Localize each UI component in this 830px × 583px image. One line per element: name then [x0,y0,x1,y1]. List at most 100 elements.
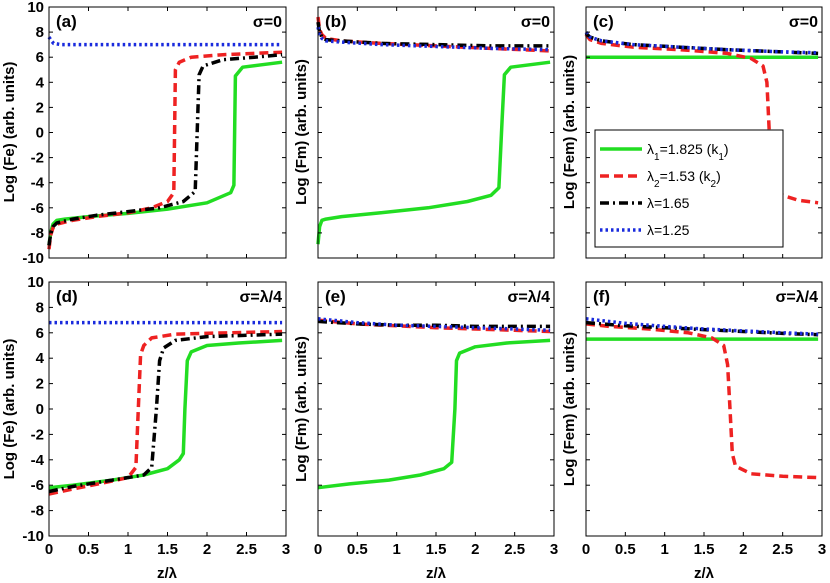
panel-b-tag: (b) [325,12,347,31]
panel-f-frame [585,281,823,537]
legend-label-2: λ2=1.53 (k2) [647,168,721,190]
x-tick-label: 1 [124,541,132,558]
panel-e-series-4 [317,317,551,333]
y-tick-label: 6 [36,49,44,66]
panel-f-series-4 [585,317,819,336]
y-tick-label: -10 [22,528,44,545]
panel-e-y-axis-label: Log (Fm) (arb. units) [293,336,310,482]
panel-f-curves [585,317,819,480]
panel-b-y-axis-label: Log (Fm) (arb. units) [293,59,310,205]
panel-e-tag: (e) [325,287,346,306]
x-axis-label-d: z/λ [157,565,178,582]
y-tick-label: 4 [36,350,45,367]
y-tick-label: -8 [31,225,44,242]
legend-label-1: λ1=1.825 (k1) [647,141,729,163]
x-tick-label: 1 [660,541,668,558]
panel-a-tag: (a) [56,12,77,31]
x-tick-label: 1 [392,541,400,558]
y-tick-label: 8 [36,24,44,41]
panel-a-sigma-label: σ=0 [253,14,282,31]
x-tick-label: 3 [818,541,826,558]
x-tick-label: 0.5 [347,541,368,558]
panel-a-curves [47,36,283,250]
y-tick-label: -4 [31,175,45,192]
y-tick-label: 0 [36,125,44,142]
x-tick-label: 2 [739,541,747,558]
legend-label-3: λ=1.65 [647,195,690,211]
x-tick-label: 0 [582,541,590,558]
y-tick-label: 4 [36,74,45,91]
panel-e-ticks: 0 0.5 1 1.5 2 2.5 3 [314,281,558,558]
panel-d-y-axis-label: Log (Fe) (arb. units) [1,339,18,480]
x-tick-label: 0 [314,541,322,558]
panel-a: -10 -8 -6 -4 -2 0 2 4 6 8 10 (a) σ=0 Log (Fe) (arb… [1,0,287,267]
y-tick-label: -2 [31,150,44,167]
x-axis-label-f: z/λ [694,565,715,582]
panel-e: 0 0.5 1 1.5 2 2.5 3 (e) σ=λ/4 Log (Fm) (arb. u… [293,281,558,558]
panel-d-series-3 [48,332,283,494]
panel-b-series-2 [316,16,551,53]
y-tick-label: 2 [36,376,44,393]
panel-f-series-3 [585,320,819,337]
y-tick-label: 2 [36,99,44,116]
panel-c-ticks [585,6,823,259]
y-tick-label: 10 [27,0,44,16]
panel-a-y-axis-label: Log (Fe) (arb. units) [1,62,18,203]
y-tick-label: 8 [36,299,44,316]
panel-c-tag: (c) [593,12,614,31]
panel-f-ticks: 0 0.5 1 1.5 2 2.5 3 [582,281,826,558]
panel-a-ticks: -10 -8 -6 -4 -2 0 2 4 6 8 10 [22,0,287,267]
panel-f-sigma-label: σ=λ/4 [775,289,818,306]
x-tick-label: 1.5 [694,541,715,558]
panel-c-sigma-label: σ=0 [789,14,818,31]
panel-d-frame [48,281,287,537]
panel-d-tag: (d) [56,287,78,306]
panel-f: 0 0.5 1 1.5 2 2.5 3 (f) σ=λ/4 Log (Fem) (arb. … [561,281,826,558]
panel-b-ticks [317,6,555,259]
x-tick-label: 2.5 [504,541,525,558]
panel-b-series-1 [316,60,551,245]
y-tick-label: 10 [27,274,44,291]
panel-c-series-3 [584,32,819,56]
x-tick-label: 0.5 [78,541,99,558]
legend: λ1=1.825 (k1) λ2=1.53 (k2) λ=1.65 λ=1.25 [594,129,784,248]
panel-b-curves [316,16,551,245]
y-tick-label: -8 [31,503,44,520]
y-tick-label: -6 [31,477,44,494]
panel-e-frame [317,281,555,537]
x-tick-label: 2 [471,541,479,558]
panel-b-sigma-label: σ=0 [521,14,550,31]
panel-f-y-axis-label: Log (Fem) (arb. units) [561,332,578,486]
y-tick-label: -4 [31,452,45,469]
x-tick-label: 1.5 [426,541,447,558]
panel-a-series-2 [47,50,283,250]
y-tick-label: -2 [31,426,44,443]
panel-f-series-2 [585,322,819,480]
panel-a-series-4 [47,36,283,47]
legend-label-4: λ=1.25 [647,222,690,238]
x-tick-label: 3 [550,541,558,558]
panel-d-series-1 [48,338,283,490]
panel-d: 0 0.5 1 1.5 2 2.5 3 -10 -8 -6 -4 -2 0 2 4 6 8 10 (d) σ=λ/… [1,274,290,558]
y-tick-label: 6 [36,325,44,342]
panel-f-tag: (f) [593,287,610,306]
panel-e-curves [317,317,551,490]
x-tick-label: 0.5 [615,541,636,558]
x-tick-label: 2.5 [236,541,257,558]
panel-a-series-3 [47,52,283,246]
panel-d-sigma-label: σ=λ/4 [239,289,282,306]
panel-e-sigma-label: σ=λ/4 [507,289,550,306]
panel-e-series-1 [317,338,551,490]
y-tick-label: 0 [36,401,44,418]
panel-d-curves [48,320,283,496]
panel-c-y-axis-label: Log (Fem) (arb. units) [561,55,578,209]
x-tick-label: 2 [203,541,211,558]
x-tick-label: 1.5 [157,541,178,558]
legend-entries: λ1=1.825 (k1) λ2=1.53 (k2) λ=1.65 λ=1.25 [600,141,729,238]
panel-a-series-1 [47,60,283,246]
x-tick-label: 3 [282,541,290,558]
y-tick-label: -6 [31,200,44,217]
panel-e-series-2 [317,318,551,334]
x-tick-label: 2.5 [772,541,793,558]
